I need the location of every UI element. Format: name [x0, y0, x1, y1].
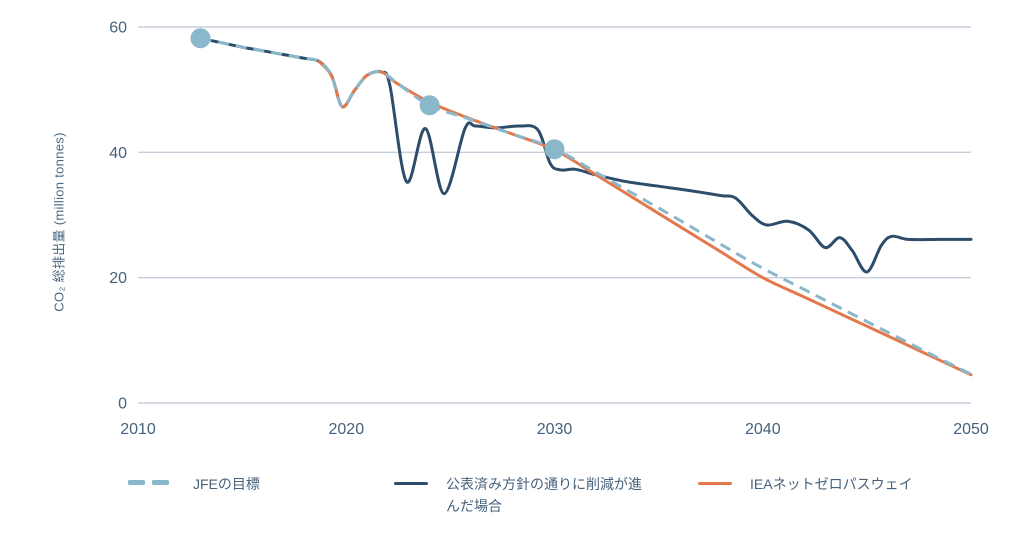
dash-segment — [152, 480, 169, 485]
legend-item-jfe-target: JFEの目標 — [128, 474, 260, 496]
x-tick-label-2010: 2010 — [120, 421, 156, 438]
y-tick-label-0: 0 — [118, 396, 127, 413]
y-axis-title: CO₂ 総排出量 (million tonnes) — [51, 132, 67, 312]
legend-label-iea-net-zero: IEAネットゼロパスウェイ — [750, 476, 913, 492]
solid-line-swatch-icon — [394, 482, 428, 485]
x-tick-label-2030: 2030 — [537, 421, 573, 438]
chart-legend: JFEの目標 公表済み方針の通りに削減が進んだ場合 IEAネットゼロパスウェイ — [0, 468, 1024, 528]
y-tick-label-60: 60 — [109, 20, 127, 37]
legend-item-announced-policy: 公表済み方針の通りに削減が進んだ場合 — [394, 474, 650, 517]
x-tick-label-2020: 2020 — [329, 421, 365, 438]
target-marker-dot — [544, 139, 565, 160]
y-tick-label-20: 20 — [109, 270, 127, 287]
dashed-line-swatch-icon — [128, 480, 169, 485]
x-tick-label-2040: 2040 — [745, 421, 781, 438]
target-marker-dot — [419, 95, 440, 116]
legend-label-jfe-target: JFEの目標 — [193, 476, 260, 492]
series-line-jfe-target — [200, 36, 972, 376]
legend-item-iea-net-zero: IEAネットゼロパスウェイ — [698, 474, 913, 496]
y-tick-label-40: 40 — [109, 145, 127, 162]
series-line-announced-policy — [199, 36, 973, 274]
legend-label-announced-policy: 公表済み方針の通りに削減が進んだ場合 — [446, 476, 642, 514]
x-tick-label-2050: 2050 — [953, 421, 989, 438]
dash-segment — [128, 480, 145, 485]
solid-line-swatch-icon — [698, 482, 732, 485]
series-line-iea-net-zero — [317, 60, 973, 377]
target-marker-dot — [190, 28, 211, 49]
